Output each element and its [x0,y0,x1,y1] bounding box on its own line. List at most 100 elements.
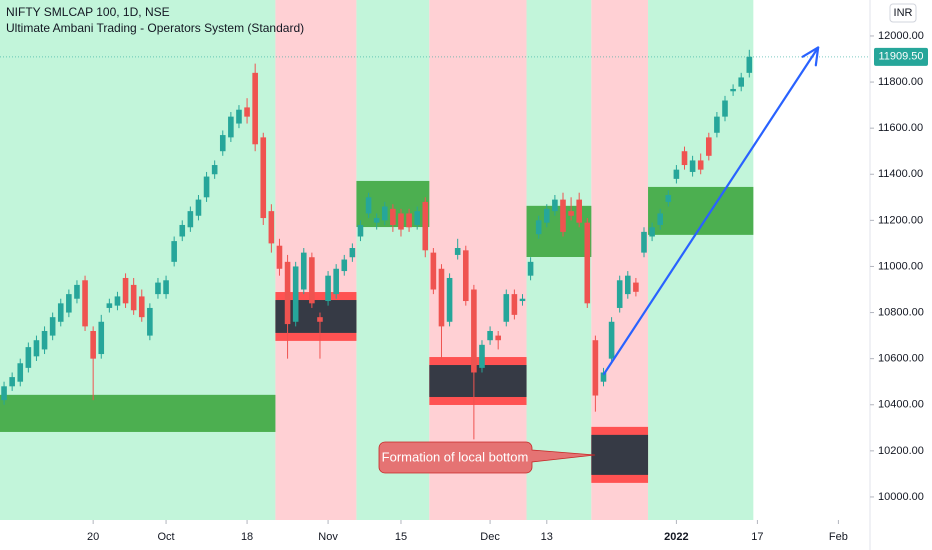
candle-body [325,275,331,302]
x-tick-label: Nov [318,531,338,543]
currency: INR [894,7,913,19]
candle-layer [1,49,753,440]
candle-body [438,268,445,327]
candle-body [252,72,258,145]
candle-body [560,199,566,232]
y-tick-label: 11800.00 [878,76,923,88]
y-tick-label: 11200.00 [878,214,923,226]
candle-body [454,248,461,255]
candle-body [657,213,663,225]
candle-body [300,252,307,290]
y-tick-label: 10800.00 [878,306,924,318]
supply-zone-core [591,434,649,475]
candle-body [552,199,558,212]
time-axis-bg [0,520,932,550]
demand-zone [0,394,276,432]
candle-body [25,347,32,368]
candle-body [49,317,56,336]
candle-body [57,303,64,322]
candle-body [74,284,80,299]
candle-body [511,294,518,315]
candle-body [163,280,169,295]
candle-body [284,261,291,325]
candle-body [41,330,48,350]
candle-body [381,206,388,221]
candle-body [228,116,234,138]
candle-body [179,224,186,237]
regime-band [648,0,754,520]
x-tick-label: 18 [241,531,253,543]
candle-body [98,321,105,355]
regime-band [356,0,430,520]
candle-body [568,211,574,216]
x-tick-label: 20 [87,531,99,543]
x-tick-label: Dec [480,531,500,543]
candle-body [114,296,121,306]
trend-arrow [602,46,820,376]
candle-body [608,321,615,359]
y-tick-label: 10200.00 [878,445,924,457]
candle-body [203,176,210,198]
candle-body [641,231,647,253]
candle-body [33,340,40,357]
y-tick-label: 10400.00 [878,399,924,411]
candle-body [471,289,477,373]
candle-body [357,224,364,237]
x-tick-label: 13 [541,531,553,543]
y-tick-label: 10600.00 [878,353,924,365]
candle-body [665,195,672,202]
regime-band [429,0,527,520]
candle-body [414,211,420,225]
candle-body [730,88,736,92]
candle-body [292,266,299,322]
y-tick-label: 11000.00 [878,260,923,272]
candle-body [446,277,453,322]
candle-body [244,107,250,117]
candle-body [195,199,202,216]
candle-body [1,386,7,401]
candle-body [276,245,283,269]
candle-body [138,296,145,318]
candle-body [268,211,275,244]
candle-body [90,330,96,359]
candle-body [697,160,704,170]
y-tick-label: 10000.00 [878,491,924,503]
candle-body [746,56,753,73]
regime-band [526,0,592,520]
candle-body [705,137,712,156]
candle-body [430,252,437,290]
candle-body [373,218,380,223]
y-tick-label: 11400.00 [878,168,923,180]
candle-body [495,335,501,341]
candle-body [17,363,24,382]
price-axis-bg [870,0,932,550]
candle-body [584,222,591,304]
candle-body [106,303,113,308]
candle-body [9,377,15,387]
candle-body [479,344,485,368]
candle-body [462,250,469,302]
candle-body [219,135,226,152]
y-tick-label: 11600.00 [878,122,923,134]
candle-body [349,248,356,258]
candle-body [714,116,720,133]
y-tick-label: 12000.00 [878,30,924,42]
candle-body [535,220,542,235]
candle-body [633,282,639,292]
candle-body [576,199,582,223]
candle-body [649,227,655,237]
supply-zone-core [429,365,527,397]
last-price-label: 11909.50 [878,51,923,63]
candle-body [422,201,429,251]
candle-body [503,294,510,322]
background-layer [0,0,754,520]
candle-body [673,169,680,179]
candle-body [236,109,242,124]
candle-body [341,259,348,272]
candle-body [681,151,688,166]
candle-body [155,282,161,295]
candle-body [487,330,493,341]
candle-body [398,213,404,230]
